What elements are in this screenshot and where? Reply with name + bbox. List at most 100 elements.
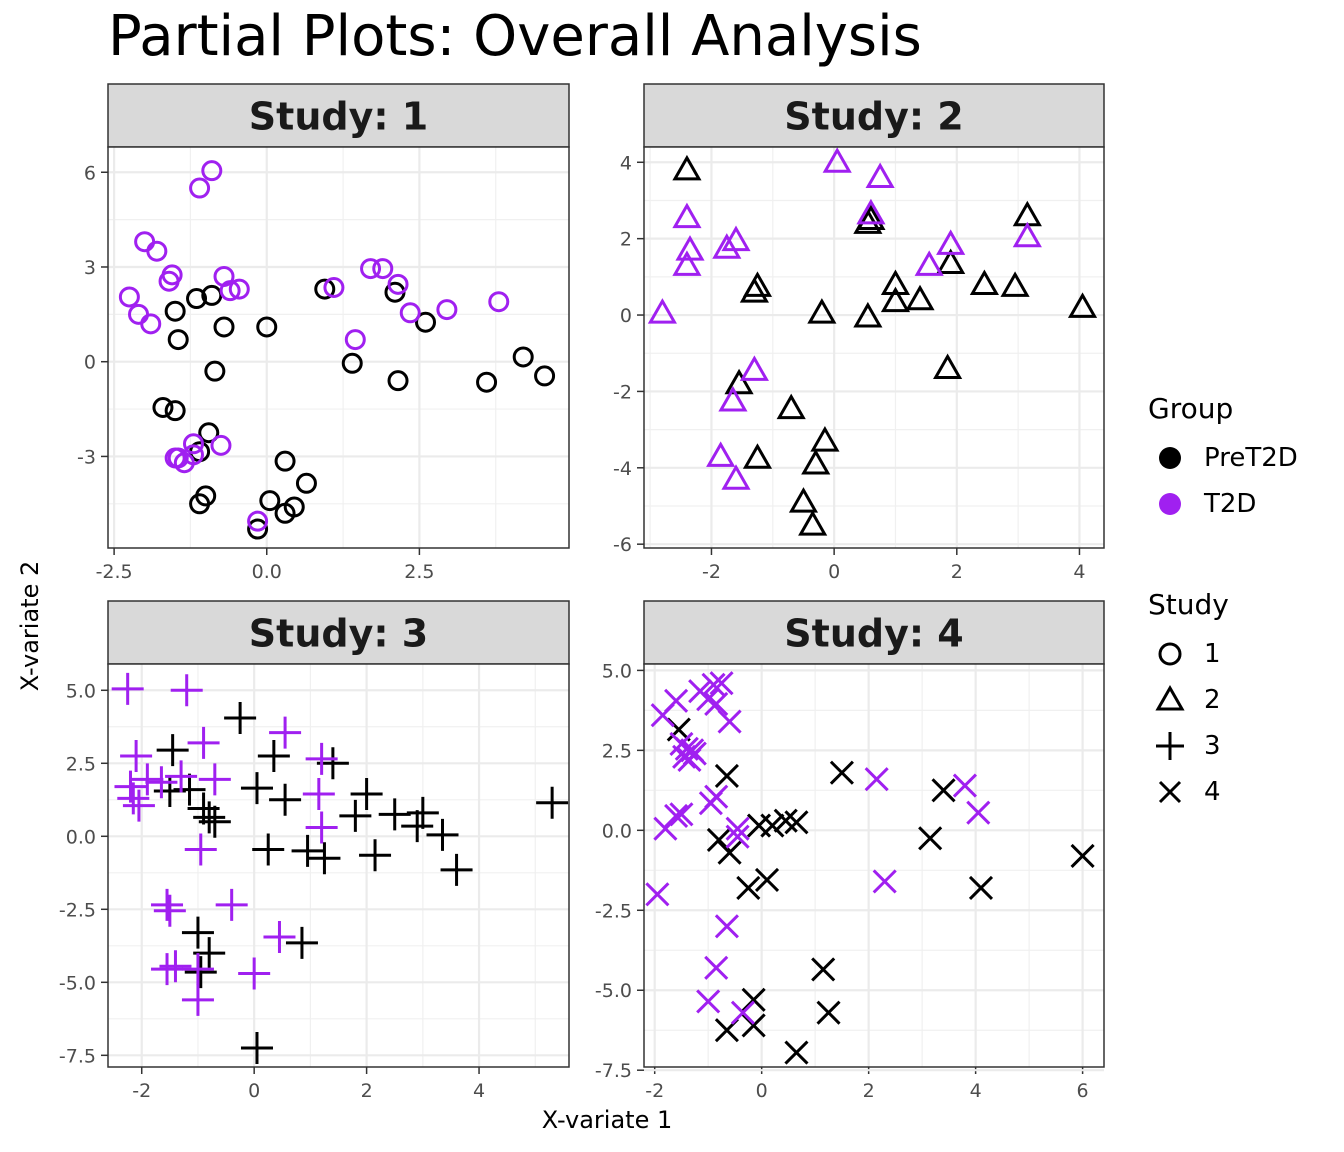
data-point-pret2d [274, 450, 296, 472]
data-point-t2d [140, 313, 162, 335]
data-point-t2d [131, 763, 164, 796]
group-legend-title: Group [1148, 392, 1234, 425]
data-point-t2d [263, 921, 296, 954]
data-point-t2d [682, 741, 707, 766]
data-point-pret2d [880, 286, 911, 313]
data-point-pret2d [198, 805, 231, 838]
data-point-t2d [159, 950, 192, 983]
study-legend-title: Study [1148, 588, 1229, 621]
x-tick-label: 0 [248, 1080, 260, 1102]
data-point-t2d [714, 914, 739, 939]
panel-border [107, 663, 570, 1068]
y-tick-label: -7.5 [59, 1045, 96, 1067]
x-axis-title: X-variate 1 [541, 1106, 673, 1134]
y-tick-label: 0 [620, 305, 632, 327]
data-point-t2d [721, 464, 751, 490]
x-tick-label: 2 [361, 1080, 373, 1102]
data-point-t2d [488, 291, 510, 313]
data-point-t2d [247, 510, 269, 532]
data-point-pret2d [853, 301, 883, 328]
data-point-pret2d [536, 786, 569, 819]
filled-circle-icon [1159, 493, 1181, 515]
data-point-t2d [914, 250, 944, 276]
triangle-icon [1155, 684, 1185, 711]
data-point-t2d [305, 811, 338, 844]
panel-background [108, 664, 569, 1067]
data-point-t2d [647, 298, 677, 324]
x-tick-label: 4 [970, 1080, 982, 1102]
data-point-pret2d [440, 853, 473, 886]
data-point-pret2d [164, 300, 186, 322]
data-point-pret2d [742, 443, 773, 469]
data-point-t2d [966, 800, 991, 825]
y-tick-label: -2 [613, 381, 632, 403]
data-point-pret2d [350, 777, 383, 810]
data-point-pret2d [905, 284, 935, 311]
y-tick-label: 3 [84, 257, 96, 279]
x-tick-label: 4 [1073, 561, 1085, 583]
x-tick-label: -2 [702, 561, 721, 583]
cross-icon [1158, 780, 1182, 804]
data-point-t2d [323, 277, 345, 299]
y-axis-title: X-variate 2 [16, 560, 44, 692]
data-point-pret2d [308, 842, 341, 875]
data-point-pret2d [193, 937, 226, 970]
data-point-pret2d [269, 783, 302, 816]
data-point-pret2d [164, 400, 186, 422]
facet-panel-4: Study: 4 -2 0 2 4 6 -7.5 -5.0 -2.5 0.0 2.5 5.0 [595, 600, 1105, 1102]
data-point-pret2d [285, 926, 318, 959]
data-point-t2d [228, 278, 250, 300]
facet-panel-2: Study: 2 -2 0 2 4 -6 -4 -2 0 2 4 [613, 83, 1105, 583]
data-point-t2d [302, 777, 335, 810]
x-tick-label: 0 [828, 561, 840, 583]
data-point-t2d [436, 299, 458, 321]
data-point-pret2d [931, 778, 956, 803]
data-point-pret2d [1067, 292, 1098, 318]
facet-panel-1: Study: 1 -2.5 0.0 2.5 -3 0 3 6 [77, 83, 570, 583]
data-point-t2d [215, 888, 248, 921]
data-point-pret2d [213, 316, 235, 338]
y-tick-label: -2.5 [59, 899, 96, 921]
facet-strip-label: Study: 2 [784, 95, 963, 139]
facet-strip-label: Study: 1 [249, 95, 428, 139]
data-point-pret2d [181, 916, 214, 949]
x-tick-label: -2.5 [96, 561, 133, 583]
data-point-t2d [672, 202, 702, 229]
data-point-pret2d [933, 353, 963, 380]
data-point-pret2d [512, 346, 534, 368]
legend-item-study-3: 3 [1148, 723, 1229, 769]
data-point-t2d [165, 760, 198, 793]
y-tick-label: -2.5 [595, 900, 632, 922]
data-point-pret2d [880, 269, 911, 295]
data-point-t2d [739, 355, 769, 381]
data-point-t2d [856, 198, 886, 225]
data-point-pret2d [240, 1032, 273, 1065]
data-point-pret2d [193, 801, 226, 834]
data-point-t2d [730, 1000, 756, 1025]
data-point-t2d [704, 691, 729, 717]
data-point-t2d [721, 225, 751, 252]
data-point-t2d [952, 773, 977, 798]
data-point-t2d [158, 270, 180, 292]
data-point-pret2d [247, 518, 269, 540]
data-point-pret2d [184, 956, 217, 989]
y-tick-label: -7.5 [595, 1060, 632, 1082]
data-point-pret2d [936, 248, 966, 274]
data-point-t2d [709, 671, 734, 696]
data-point-t2d [706, 441, 736, 467]
data-point-pret2d [189, 493, 211, 515]
data-point-t2d [936, 229, 966, 255]
x-tick-label: -2 [645, 1080, 664, 1102]
data-point-pret2d [341, 352, 363, 374]
data-point-pret2d [798, 510, 828, 536]
legend-item-t2d: T2D [1148, 481, 1298, 527]
data-point-t2d [153, 894, 186, 927]
y-tick-label: -6 [613, 534, 632, 556]
data-point-t2d [269, 716, 302, 749]
data-point-pret2d [918, 826, 943, 851]
y-tick-label: 2.5 [602, 740, 632, 762]
data-point-pret2d [807, 298, 837, 324]
data-point-pret2d [240, 772, 273, 805]
data-point-t2d [696, 989, 721, 1014]
